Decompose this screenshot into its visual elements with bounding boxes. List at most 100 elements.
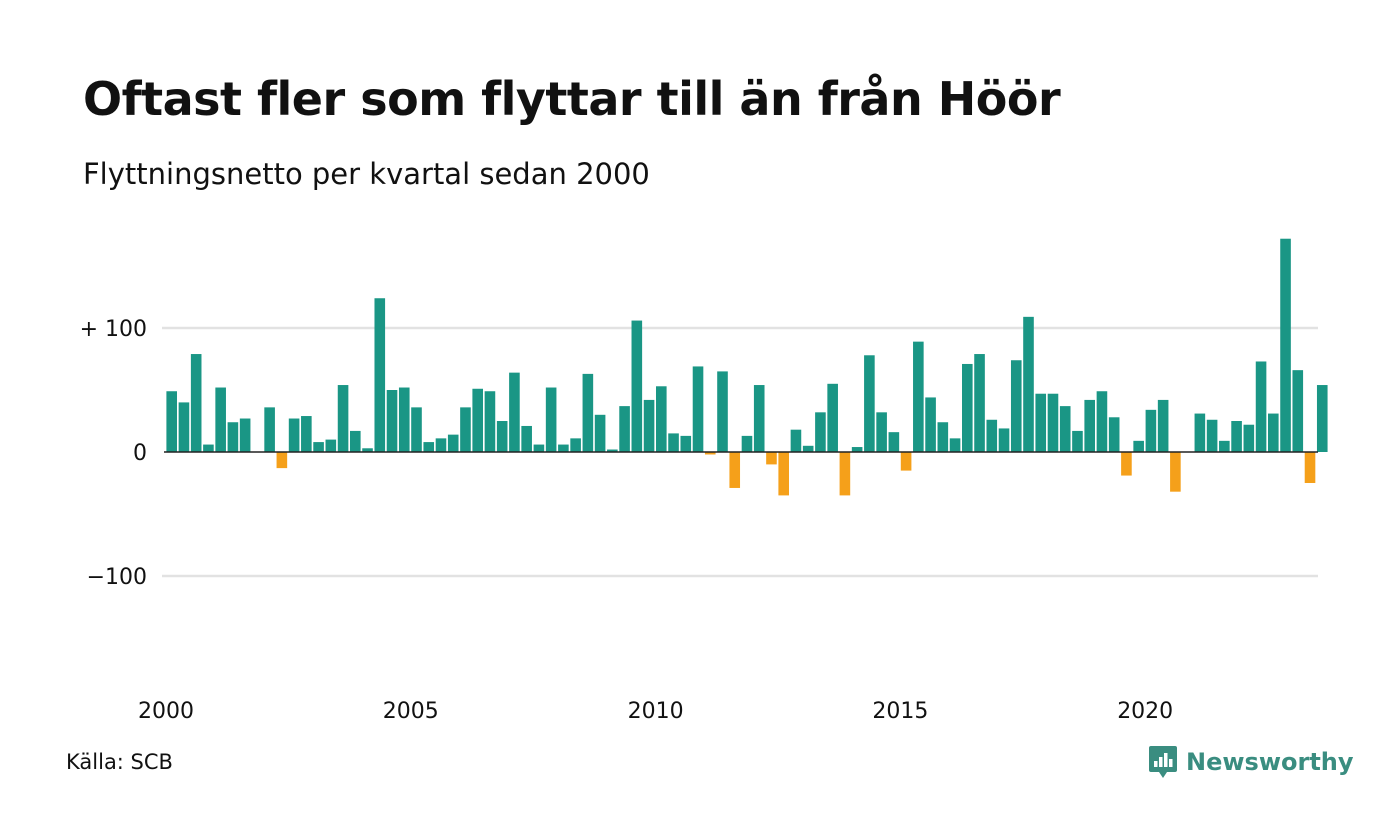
y-tick-label: −100 [87, 565, 147, 590]
bar [1133, 440, 1144, 452]
bar [1219, 440, 1230, 452]
bar [974, 354, 985, 452]
bar [876, 412, 887, 452]
bar [668, 433, 679, 452]
source-note: Källa: SCB [66, 750, 173, 774]
x-tick-label: 2000 [138, 699, 194, 724]
chart-subtitle: Flyttningsnetto per kvartal sedan 2000 [83, 157, 650, 191]
bar [1121, 452, 1132, 476]
bar [913, 341, 924, 452]
bar [1292, 370, 1304, 452]
bar [313, 442, 324, 452]
bar [227, 422, 239, 452]
x-tick-label: 2005 [383, 699, 439, 724]
bar [1072, 430, 1083, 452]
bar [766, 452, 777, 465]
bar [753, 385, 765, 452]
newsworthy-logo-icon [1149, 746, 1177, 778]
y-tick-label: + 100 [80, 317, 147, 342]
bar [411, 407, 422, 452]
bar [937, 422, 949, 452]
bar [215, 387, 226, 452]
bar [533, 444, 545, 452]
x-axis-labels: 2000 2005 2010 2015 2020 [138, 699, 1173, 724]
bar [1023, 316, 1034, 452]
bar [949, 438, 961, 452]
bar [1059, 406, 1071, 452]
bar [1157, 399, 1169, 452]
bar [998, 428, 1010, 452]
bar [166, 391, 177, 452]
bar [1010, 360, 1022, 452]
bar [1047, 393, 1059, 452]
brand-name: Newsworthy [1186, 748, 1354, 776]
bar [1035, 393, 1047, 452]
bar [386, 390, 398, 452]
bar [851, 447, 863, 452]
bar [704, 452, 716, 455]
bar [1268, 413, 1279, 452]
bars [166, 238, 1328, 496]
bar [521, 425, 532, 452]
bar [398, 387, 410, 452]
chart-title: Oftast fler som flyttar till än från Höö… [83, 72, 1061, 126]
bar [815, 412, 826, 452]
gridlines [162, 326, 1318, 578]
bar [496, 421, 508, 452]
bar [288, 418, 300, 452]
bar [741, 435, 753, 452]
y-tick-label: 0 [133, 441, 147, 466]
bar [1304, 452, 1316, 483]
bar [264, 407, 275, 452]
bar [1170, 452, 1181, 492]
bar [1255, 361, 1267, 452]
bar-chart: + 100 0 −100 2000 2005 2010 2015 2020 [80, 238, 1328, 724]
bar [190, 354, 202, 452]
bar [374, 298, 386, 452]
bar [276, 452, 288, 469]
bar [656, 386, 667, 452]
bar [447, 434, 459, 452]
bar [1280, 238, 1291, 452]
bar [1084, 399, 1095, 452]
x-tick-label: 2015 [872, 699, 928, 724]
x-tick-label: 2010 [628, 699, 684, 724]
bar [1096, 391, 1108, 452]
bar [460, 407, 471, 452]
bar [545, 387, 557, 452]
bar [607, 449, 618, 452]
bar [509, 372, 520, 452]
bar [484, 391, 496, 452]
bar [864, 355, 875, 452]
bar [643, 399, 655, 452]
bar [827, 383, 838, 452]
bar [900, 452, 912, 471]
bar [631, 320, 643, 452]
bar [362, 448, 373, 452]
bar [802, 445, 814, 452]
bar [594, 414, 606, 452]
bar [1206, 419, 1218, 452]
y-axis-labels: + 100 0 −100 [80, 317, 147, 590]
bar [692, 366, 704, 452]
bar [1243, 424, 1255, 452]
bar [1108, 417, 1120, 452]
bar [203, 444, 214, 452]
bar [558, 444, 569, 452]
bar [570, 438, 581, 452]
bar [582, 373, 594, 452]
bar [839, 452, 851, 496]
bar [790, 429, 802, 452]
x-tick-label: 2020 [1117, 699, 1173, 724]
bar [888, 432, 900, 452]
bar [925, 397, 936, 452]
bar [472, 388, 483, 452]
bar [435, 438, 447, 452]
brand-logo: Newsworthy [1148, 744, 1354, 780]
bar [778, 452, 789, 496]
bar [729, 452, 741, 488]
bar [178, 402, 190, 452]
bar [350, 430, 361, 452]
bar [717, 371, 728, 452]
bar [1231, 421, 1242, 452]
